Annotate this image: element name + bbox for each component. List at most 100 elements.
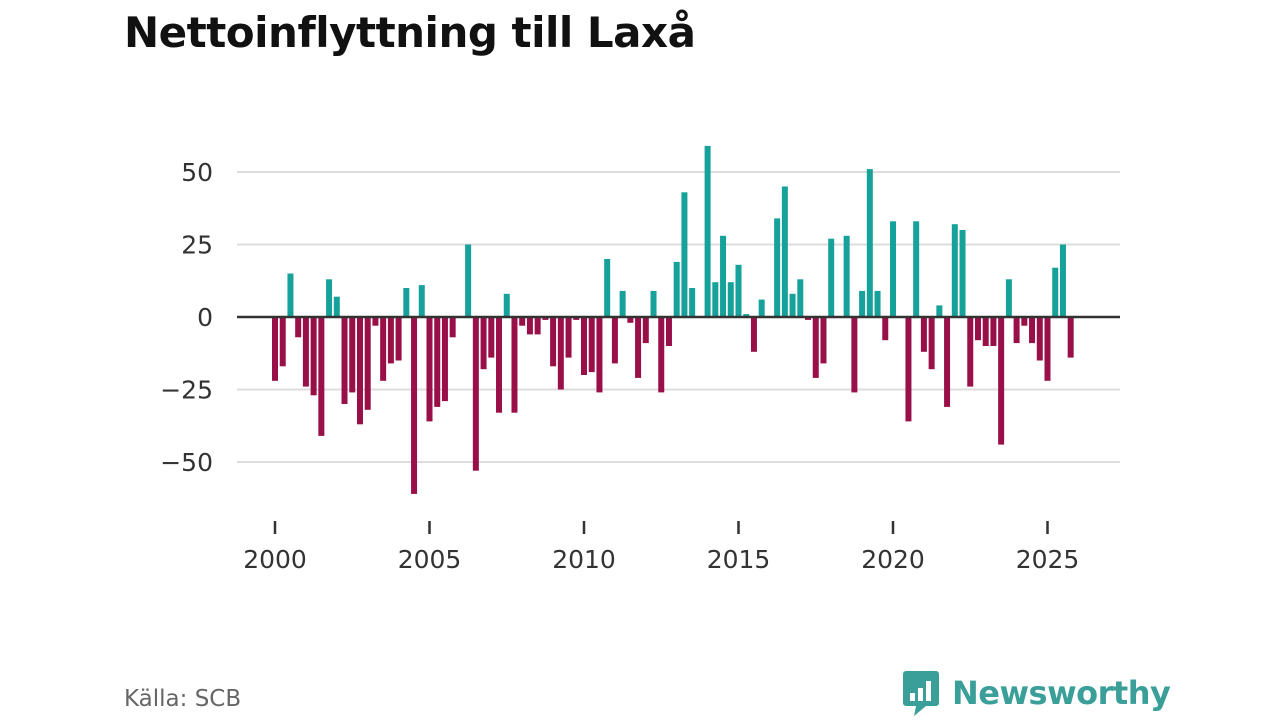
bar [1005,279,1012,317]
bar [913,221,920,317]
bar [341,317,348,404]
bar [395,317,402,361]
bar [820,317,827,364]
bar [998,317,1005,445]
bar [735,264,742,317]
x-tick-label: 2020 [861,545,925,574]
bar [434,317,441,407]
y-tick-label: −25 [160,376,213,405]
bar [573,317,580,320]
bar [418,285,425,317]
bar [874,290,881,317]
x-tick-label: 2025 [1016,545,1080,574]
bar [318,317,325,436]
bar [403,288,410,317]
bar [781,186,788,317]
bar [642,317,649,344]
bar [426,317,433,422]
bar [828,238,835,317]
brand-logo: Newsworthy [902,668,1171,718]
bar [627,317,634,323]
bar [689,288,696,317]
x-tick-label: 2005 [398,545,462,574]
bar [279,317,286,367]
bar [581,317,587,375]
bar [511,317,518,413]
bar [665,317,672,346]
bar [990,317,997,346]
gridlines [237,171,1120,463]
bar [557,317,564,390]
bar [882,317,889,341]
bar [635,317,642,378]
bar [619,290,626,317]
bar [302,317,309,387]
bar [1052,267,1059,317]
bar [604,259,611,317]
bar [859,290,866,317]
bar [503,293,510,317]
bar [928,317,935,370]
bar [588,317,595,373]
bar [326,279,333,317]
bar [364,317,371,410]
bar [758,299,765,317]
bars [272,145,1074,494]
bar [287,273,294,317]
bar [411,317,418,494]
bar [349,317,356,393]
bar [673,261,680,317]
bar [951,224,958,317]
y-axis: −50 −25 0 25 50 [160,158,213,477]
bar [380,317,387,381]
x-tick-label: 2015 [707,545,771,574]
bar [905,317,912,422]
bar [658,317,665,393]
bar [681,192,688,317]
bar [449,317,456,338]
bar [890,221,896,317]
bar [333,296,340,317]
bar [920,317,927,352]
bar [542,317,549,320]
brand-name: Newsworthy [952,674,1171,712]
bar [982,317,989,346]
bar [789,293,796,317]
x-axis: 2000 2005 2010 2015 2020 2025 [243,521,1079,574]
bar [1021,317,1028,326]
bar [519,317,526,326]
bar [704,145,711,317]
bar [526,317,533,335]
y-tick-label: 50 [181,158,213,187]
bar [611,317,618,364]
bar [797,279,804,317]
bar [851,317,858,393]
bar [720,235,727,317]
bar [295,317,302,338]
bar [1059,244,1066,317]
bar [356,317,363,425]
bar [534,317,541,335]
x-tick-label: 2010 [552,545,616,574]
y-tick-label: 25 [181,231,213,260]
bar [1067,317,1074,358]
bar [743,314,750,317]
bar [866,169,873,317]
bar [774,218,781,317]
bar [596,317,603,393]
bar [310,317,317,396]
bar [936,305,943,317]
bar [496,317,503,413]
bar [1044,317,1051,381]
bar [1029,317,1036,344]
bar [441,317,448,402]
bar [727,282,734,317]
x-tick-label: 2000 [243,545,307,574]
bar [974,317,981,341]
bar [650,290,657,317]
bar [805,317,812,320]
bar [1036,317,1043,361]
bar [387,317,394,364]
bar [750,317,757,352]
